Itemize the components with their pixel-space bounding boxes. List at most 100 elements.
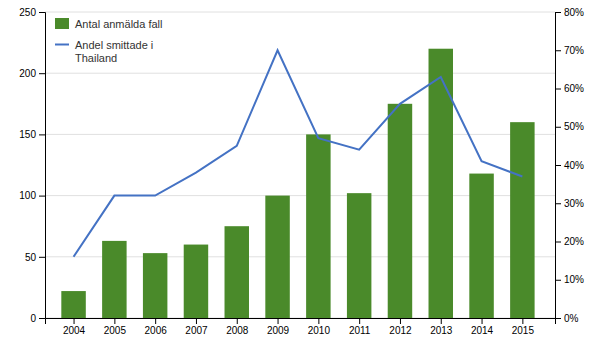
bar-series bbox=[61, 49, 534, 318]
tick-label: 0% bbox=[564, 313, 579, 324]
y2-axis: 0% 10% 20% 30% 40% 50% 60% 70% 80% bbox=[555, 7, 584, 324]
tick-label: 2014 bbox=[471, 325, 494, 336]
tick-mark bbox=[482, 318, 483, 324]
tick-label: 60% bbox=[564, 83, 584, 94]
tick-mark bbox=[278, 318, 279, 324]
tick: 2005 bbox=[104, 318, 127, 336]
y2-axis-line bbox=[556, 13, 562, 319]
tick: 2009 bbox=[267, 318, 290, 336]
tick: 150 bbox=[19, 129, 45, 140]
grid-line bbox=[45, 12, 555, 13]
tick-mark bbox=[555, 318, 561, 319]
tick-label: 10% bbox=[564, 274, 584, 285]
tick: 20% bbox=[555, 236, 584, 247]
bar bbox=[102, 241, 126, 318]
tick-mark bbox=[555, 12, 561, 13]
tick-mark bbox=[555, 50, 561, 51]
tick-mark bbox=[522, 318, 523, 324]
tick-mark bbox=[39, 73, 45, 74]
tick-label: 40% bbox=[564, 160, 584, 171]
tick-mark bbox=[74, 318, 75, 324]
tick-label: 2005 bbox=[104, 325, 127, 336]
tick: 60% bbox=[555, 83, 584, 94]
tick-label: 2007 bbox=[185, 325, 208, 336]
tick-mark bbox=[555, 203, 561, 204]
tick-label: 2013 bbox=[430, 325, 453, 336]
legend-label: Andel smittade iThailand bbox=[75, 39, 153, 64]
tick-mark bbox=[359, 318, 360, 324]
tick: 250 bbox=[19, 7, 45, 18]
tick-mark bbox=[237, 318, 238, 324]
tick-label: 20% bbox=[564, 236, 584, 247]
tick: 2013 bbox=[430, 318, 453, 336]
bar bbox=[306, 134, 330, 318]
tick-mark bbox=[155, 318, 156, 324]
x-axis-line bbox=[46, 319, 556, 325]
legend-item: Antal anmälda fall bbox=[55, 18, 162, 30]
tick-mark bbox=[555, 165, 561, 166]
plot: 2004200520062007200820092010201120122013… bbox=[19, 7, 584, 336]
tick-label: 2010 bbox=[308, 325, 331, 336]
tick: 50% bbox=[555, 121, 584, 132]
tick: 2008 bbox=[226, 318, 249, 336]
x-axis: 2004200520062007200820092010201120122013… bbox=[46, 318, 556, 336]
tick-mark bbox=[39, 196, 45, 197]
tick-mark bbox=[555, 89, 561, 90]
tick-label: 2004 bbox=[63, 325, 86, 336]
tick: 80% bbox=[555, 7, 584, 18]
tick-label: 2015 bbox=[512, 325, 535, 336]
tick-label: 250 bbox=[19, 7, 36, 18]
tick: 10% bbox=[555, 274, 584, 285]
tick-mark bbox=[39, 257, 45, 258]
legend-swatch bbox=[55, 44, 69, 46]
tick-mark bbox=[39, 12, 45, 13]
tick-label: 80% bbox=[564, 7, 584, 18]
tick-label: 2008 bbox=[226, 325, 249, 336]
tick-mark bbox=[39, 134, 45, 135]
tick: 30% bbox=[555, 198, 584, 209]
tick-mark bbox=[555, 242, 561, 243]
tick: 200 bbox=[19, 68, 45, 79]
tick-label: 200 bbox=[19, 68, 36, 79]
tick: 2015 bbox=[512, 318, 535, 336]
tick-mark bbox=[39, 318, 45, 319]
bar bbox=[347, 193, 371, 318]
tick-label: 2011 bbox=[349, 325, 371, 336]
y-axis: 0 50 100 150 200 250 bbox=[19, 7, 45, 324]
tick-label: 30% bbox=[564, 198, 584, 209]
tick-mark bbox=[196, 318, 197, 324]
tick-label: 2009 bbox=[267, 325, 290, 336]
tick-label: 150 bbox=[19, 129, 36, 140]
bar bbox=[143, 253, 167, 318]
tick-label: 50 bbox=[25, 252, 37, 263]
legend-item: Andel smittade iThailand bbox=[55, 39, 153, 64]
tick-mark bbox=[318, 318, 319, 324]
tick: 50 bbox=[25, 252, 45, 263]
bar bbox=[265, 196, 289, 318]
bar bbox=[225, 226, 249, 318]
tick: 2006 bbox=[145, 318, 168, 336]
tick-label: 70% bbox=[564, 45, 584, 56]
tick-mark bbox=[114, 318, 115, 324]
tick-mark bbox=[555, 127, 561, 128]
bar bbox=[184, 245, 208, 318]
line bbox=[74, 50, 523, 257]
marks bbox=[61, 49, 534, 318]
tick: 2007 bbox=[185, 318, 208, 336]
tick-label: 2006 bbox=[145, 325, 168, 336]
grid-line bbox=[45, 73, 555, 74]
legend-label: Antal anmälda fall bbox=[75, 18, 162, 30]
tick: 2010 bbox=[308, 318, 331, 336]
tick-mark bbox=[400, 318, 401, 324]
tick: 2011 bbox=[349, 318, 371, 336]
tick: 100 bbox=[19, 190, 45, 201]
tick-label: 50% bbox=[564, 121, 584, 132]
tick-label: 0 bbox=[30, 313, 36, 324]
tick-mark bbox=[555, 280, 561, 281]
tick: 40% bbox=[555, 160, 584, 171]
bar bbox=[388, 104, 412, 318]
tick: 0 bbox=[30, 313, 45, 324]
tick: 2014 bbox=[471, 318, 494, 336]
grid bbox=[45, 12, 555, 318]
tick-mark bbox=[441, 318, 442, 324]
